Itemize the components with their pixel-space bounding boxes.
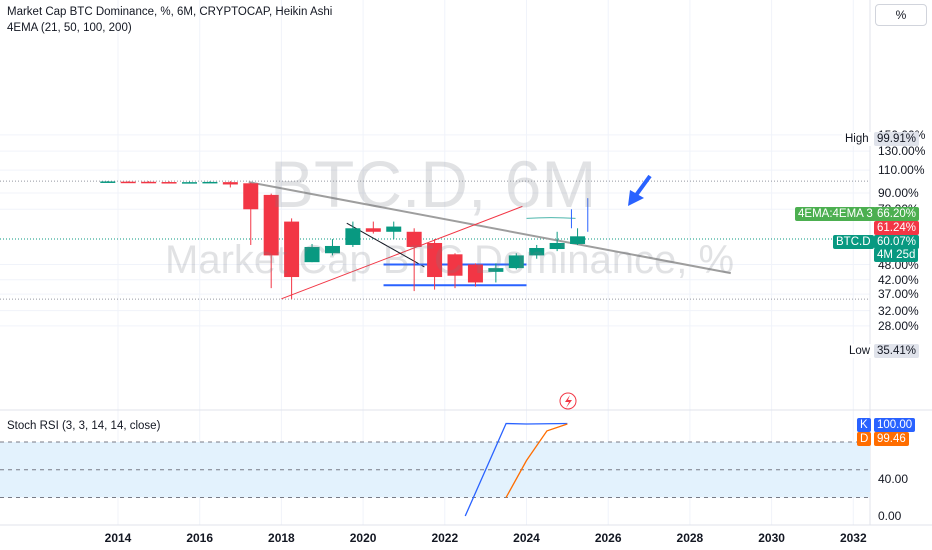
stoch-d-value: 99.46 [874, 432, 909, 446]
stoch-axis-label-0: 0.00 [878, 509, 902, 523]
candle-body [120, 181, 136, 184]
time-axis-label: 2014 [104, 531, 132, 545]
low-value-tag: 35.41% [874, 344, 920, 358]
candle-body [263, 194, 279, 256]
candle-body [549, 242, 565, 250]
countdown-tag: 4M 25d [874, 248, 919, 262]
chart-title[interactable]: Market Cap BTC Dominance, %, 6M, CRYPTOC… [7, 6, 333, 18]
candle-body [161, 182, 177, 184]
time-axis-label: 2016 [186, 531, 214, 545]
price-axis-label: 130.00% [878, 144, 926, 159]
percent-scale-button[interactable]: % [875, 4, 927, 26]
price-axis-label: 37.00% [878, 287, 919, 302]
ema-value-tag: 66.20% [874, 207, 920, 221]
symbol-value-tag: 60.07% [874, 235, 920, 249]
candle-body [488, 268, 504, 272]
lightning-icon-glyph [565, 395, 572, 408]
stoch-k-label: K [857, 418, 871, 432]
indicator-legend[interactable]: 4EMA (21, 50, 100, 200) [7, 22, 132, 34]
time-axis-label: 2030 [758, 531, 785, 545]
candle-body [447, 254, 463, 276]
candle-body [365, 228, 381, 232]
time-axis-label: 2018 [268, 531, 295, 545]
stoch-d-label: D [857, 432, 872, 446]
time-axis-label: 2026 [594, 531, 622, 545]
candle-body [181, 182, 197, 184]
price-axis-label: 90.00% [878, 185, 919, 200]
candle-body [529, 247, 545, 256]
price-axis-label: 42.00% [878, 272, 919, 287]
stoch-axis-label-40: 40.00 [878, 472, 909, 486]
time-axis-label: 2020 [349, 531, 377, 545]
time-axis-label: 2024 [513, 531, 540, 545]
symbol-label-tag: BTC.D [833, 235, 874, 249]
price-axis-label: 32.00% [878, 303, 919, 318]
high-label: High [842, 132, 872, 146]
candle-body [243, 183, 259, 210]
candle-body [386, 226, 402, 232]
candle-body [570, 236, 586, 244]
candle-body [508, 255, 524, 269]
ema-curve [526, 217, 576, 219]
price-axis-label: 110.00% [878, 163, 925, 178]
high-value-tag: 99.91% [874, 132, 920, 146]
stoch-d-line [505, 423, 568, 498]
candle-body [324, 245, 340, 254]
stoch-rsi-legend[interactable]: Stoch RSI (3, 3, 14, 14, close) [7, 420, 161, 432]
time-axis-label: 2028 [676, 531, 704, 545]
candle-body [141, 181, 157, 184]
candle-body [222, 182, 238, 185]
rising-trendline [281, 205, 523, 300]
time-axis-label: 2022 [431, 531, 459, 545]
ema-label-tag: 4EMA:4EMA 3 [795, 207, 876, 221]
candle-body [406, 231, 422, 247]
candle-body [100, 181, 116, 183]
stoch-k-line [464, 422, 568, 517]
time-axis-label: 2032 [839, 531, 867, 545]
candle-body [427, 242, 443, 278]
red-value-tag: 61.24% [874, 221, 920, 235]
descending-trendline [248, 181, 731, 275]
candle-body [345, 228, 361, 245]
candle-body [284, 221, 300, 278]
candle-body [202, 181, 218, 184]
stoch-k-value: 100.00 [874, 418, 916, 432]
candle-body [467, 264, 483, 283]
candle-body [304, 246, 320, 263]
price-axis-label: 28.00% [878, 318, 919, 333]
arrow-head [628, 190, 644, 206]
low-label: Low [846, 344, 874, 358]
